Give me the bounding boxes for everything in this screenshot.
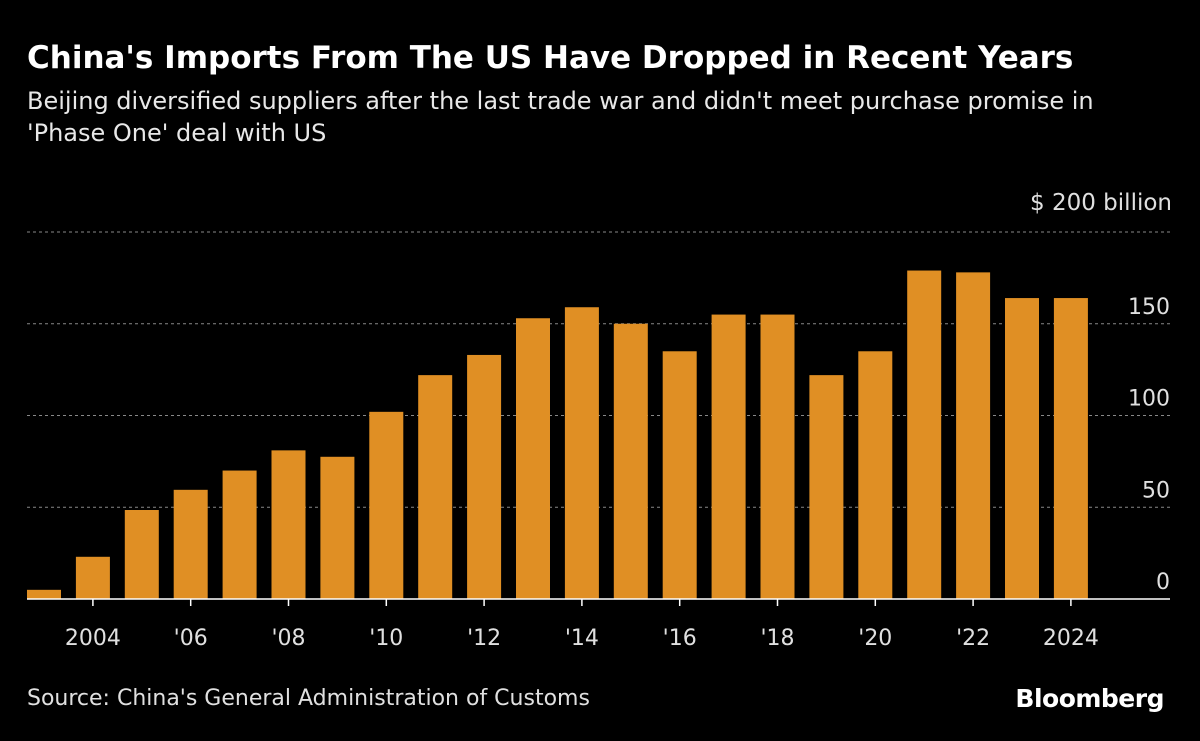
x-tick-label: '18	[760, 626, 794, 651]
x-tick-label: '08	[271, 626, 305, 651]
bar-2009	[320, 456, 355, 599]
bar-2023	[1005, 298, 1039, 599]
x-tick-label: '16	[663, 626, 697, 651]
bar-2004	[75, 556, 110, 599]
y-axis-unit-label: $ 200 billion	[1030, 190, 1172, 216]
bar-2010	[369, 411, 404, 599]
bar-2016	[662, 351, 697, 599]
y-tick-label: 150	[1128, 295, 1170, 320]
chart-title: China's Imports From The US Have Dropped…	[27, 40, 1074, 76]
chart-subtitle: Beijing diversified suppliers after the …	[27, 87, 1094, 147]
bar-2014	[564, 307, 599, 599]
bar-2022	[956, 272, 991, 599]
bar-2017	[711, 314, 746, 599]
x-tick-label: '22	[956, 626, 990, 651]
bar-2008	[271, 450, 306, 599]
bar-2013	[516, 318, 550, 599]
bar-2020	[858, 351, 893, 599]
bar-2005	[124, 510, 159, 599]
bloomberg-logo: Bloomberg	[1015, 684, 1164, 713]
bar-2021	[907, 270, 942, 599]
x-tick-label: '06	[174, 626, 208, 651]
x-tick-label: 2004	[65, 626, 121, 651]
bar-2018	[760, 314, 795, 599]
x-tick-label: '14	[565, 626, 599, 651]
bar-2006	[173, 489, 208, 599]
y-tick-label: 50	[1142, 478, 1170, 503]
x-tick-label: '20	[858, 626, 892, 651]
bar-2015	[613, 323, 648, 599]
bar-2024	[1053, 298, 1088, 599]
y-tick-label: 0	[1156, 570, 1170, 595]
source-note: Source: China's General Administration o…	[27, 686, 590, 711]
y-tick-label: 100	[1128, 387, 1170, 412]
bar-2011	[418, 375, 453, 599]
x-tick-label: '10	[369, 626, 403, 651]
x-tick-label: 2024	[1043, 626, 1099, 651]
bar-2012	[467, 354, 502, 599]
x-tick-label: '12	[467, 626, 501, 651]
bar-2003	[27, 589, 61, 599]
bar-2019	[809, 375, 844, 599]
bar-2007	[222, 470, 257, 599]
